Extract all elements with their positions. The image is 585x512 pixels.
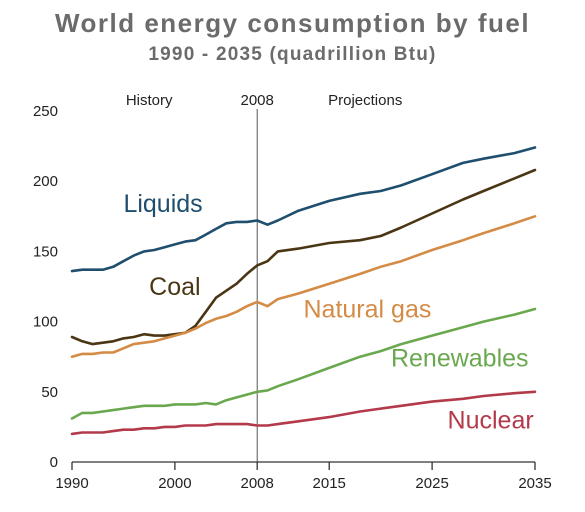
nuclear-line [70, 390, 537, 436]
y-tick-label: 250 [33, 103, 58, 120]
chart-series-labels: Liquids Coal Natural gas Renewables Nuclear [123, 190, 533, 434]
y-tick-label: 200 [33, 173, 58, 190]
renewables-line [70, 307, 537, 420]
x-tick-label: 2000 [158, 475, 191, 492]
divider-label: 2008 [241, 92, 274, 109]
renewables-label: Renewables [391, 345, 529, 373]
coal-line [70, 168, 537, 346]
history-label: History [126, 92, 173, 109]
natural-gas-line [70, 215, 537, 359]
y-tick-label: 100 [33, 314, 58, 331]
y-tick-label: 50 [41, 384, 58, 401]
projections-label: Projections [328, 92, 402, 109]
natural-gas-label: Natural gas [304, 295, 432, 323]
chart-series [70, 146, 537, 436]
chart-subtitle: 1990 - 2035 (quadrillion Btu) [148, 44, 437, 65]
x-tick-label: 2025 [415, 475, 448, 492]
nuclear-label: Nuclear [448, 406, 534, 434]
chart-axes: 1990 2000 2008 2015 2025 2035 0 50 100 150 200 250 2… [33, 92, 552, 492]
liquids-label: Liquids [123, 190, 202, 218]
x-tick-label: 1990 [55, 475, 88, 492]
x-tick-label: 2008 [241, 475, 274, 492]
y-tick-label: 0 [50, 454, 58, 471]
y-tick-label: 150 [33, 243, 58, 260]
x-tick-label: 2035 [518, 475, 551, 492]
x-tick-label: 2015 [313, 475, 346, 492]
liquids-line [70, 146, 537, 273]
coal-label: Coal [149, 273, 200, 301]
chart-title: World energy consumption by fuel [54, 8, 531, 38]
